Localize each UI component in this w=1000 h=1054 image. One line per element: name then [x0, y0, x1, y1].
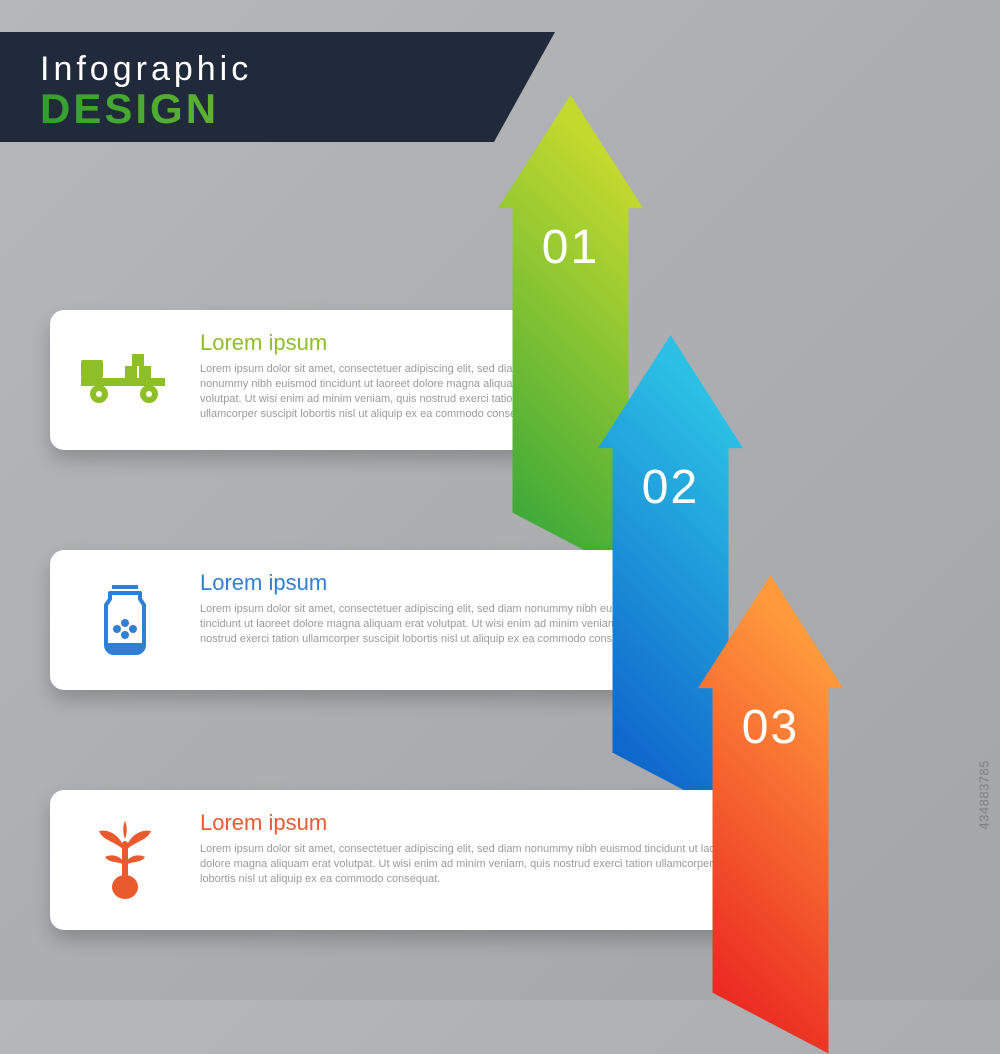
card-title: Lorem ipsum [200, 810, 760, 836]
step-arrow-3: 03 [698, 575, 843, 905]
card-body: Lorem ipsum dolor sit amet, consectetuer… [200, 842, 760, 887]
plant-icon [50, 790, 200, 930]
watermark: 434883785 [977, 760, 992, 830]
jar-icon [50, 550, 200, 690]
card-body: Lorem ipsum dolor sit amet, consectetuer… [200, 602, 660, 647]
info-card-2: Lorem ipsum Lorem ipsum dolor sit amet, … [50, 550, 690, 690]
step-number: 02 [598, 460, 743, 515]
card-title: Lorem ipsum [200, 570, 660, 596]
header-banner: Infographic DESIGN [0, 32, 555, 142]
info-card-3: Lorem ipsum Lorem ipsum dolor sit amet, … [50, 790, 790, 930]
step-number: 03 [698, 700, 843, 755]
header-line2: DESIGN [40, 89, 515, 129]
truck-icon [50, 310, 200, 450]
step-number: 01 [498, 220, 643, 275]
header-line1: Infographic [40, 50, 515, 89]
